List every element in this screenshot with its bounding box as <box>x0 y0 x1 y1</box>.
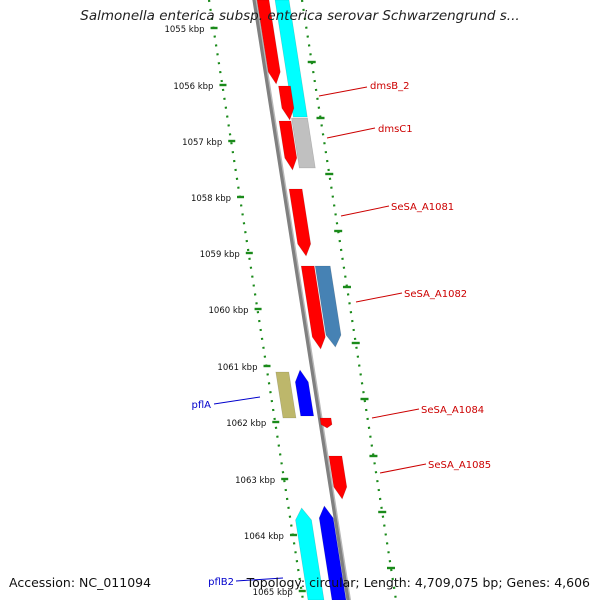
gene-block <box>274 0 308 118</box>
gene-leader-line <box>355 292 403 303</box>
kbp-tick-label: 1060 kbp <box>209 306 249 316</box>
gene-arrow <box>328 455 348 500</box>
kbp-tick-label: 1056 kbp <box>173 82 213 92</box>
gene-arrow <box>314 265 342 348</box>
gene-label: pflB2 <box>208 577 234 588</box>
gene-arrow <box>319 417 333 429</box>
kbp-tick-label: 1063 kbp <box>235 476 275 486</box>
gene-arrow <box>288 188 312 257</box>
kbp-tick-label: 1055 kbp <box>164 25 204 35</box>
gene-leader-line <box>326 127 376 139</box>
gene-arrow <box>294 369 315 417</box>
map-title: Salmonella enterica subsp. enterica sero… <box>80 8 520 24</box>
gene-leader-line <box>318 86 368 97</box>
gene-label: dmsB_2 <box>370 81 410 92</box>
kbp-tick-label: 1057 kbp <box>182 138 222 148</box>
genome-summary: Topology: circular; Length: 4,709,075 bp… <box>246 575 590 590</box>
accession-label: Accession: NC_011094 <box>9 575 152 590</box>
gene-label: SeSA_A1082 <box>404 289 467 300</box>
gene-leader-line <box>213 396 261 405</box>
gene-leader-line <box>235 577 284 582</box>
gene-arrow <box>295 507 325 600</box>
gene-arrow <box>256 0 281 85</box>
gene-arrow <box>278 85 295 121</box>
kbp-tick-label: 1058 kbp <box>191 194 231 204</box>
gene-label: pflA <box>192 400 212 411</box>
gene-arrow <box>300 265 326 350</box>
gene-label: SeSA_A1085 <box>428 460 491 471</box>
gene-arrow <box>278 120 298 171</box>
gene-label: SeSA_A1084 <box>421 405 484 416</box>
gene-block <box>291 117 316 169</box>
kbp-tick-label: 1064 kbp <box>244 532 284 542</box>
gene-label: dmsC1 <box>378 124 413 135</box>
kbp-tick-label: 1065 kbp <box>253 588 293 598</box>
gene-arrow <box>318 505 347 600</box>
kbp-tick-label: 1059 kbp <box>200 250 240 260</box>
gene-block <box>275 371 297 419</box>
gene-label: SeSA_A1081 <box>391 202 454 213</box>
genome-backbone <box>252 0 350 600</box>
gene-leader-line <box>340 205 390 217</box>
kbp-tick-label: 1061 kbp <box>217 363 257 373</box>
gene-leader-line <box>371 408 420 419</box>
gene-leader-line <box>379 463 427 474</box>
kbp-tick-label: 1062 kbp <box>226 419 266 429</box>
